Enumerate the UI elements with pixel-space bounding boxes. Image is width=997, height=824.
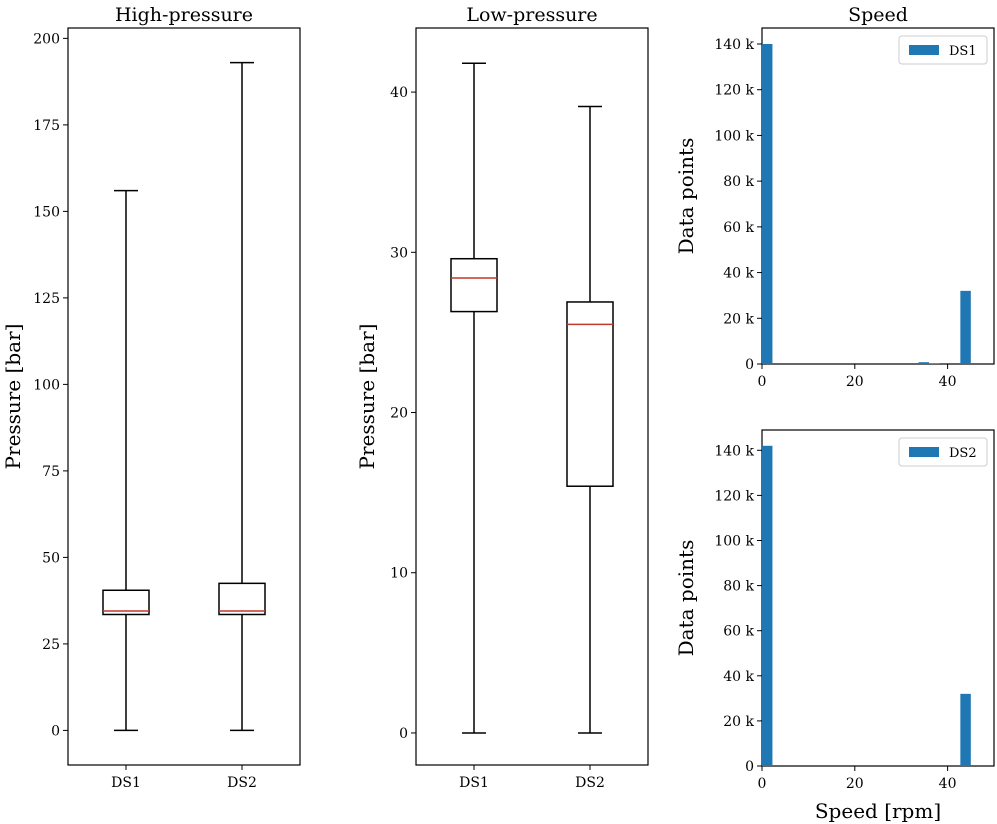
axes-frame bbox=[762, 28, 994, 364]
y-axis-label: Data points bbox=[674, 540, 698, 657]
subplot-4: 0 20 k 40 k 60 k 80 k 100 k 120 k 140 k Data poi… bbox=[674, 430, 994, 823]
y-tick-label: 80 k bbox=[723, 579, 754, 595]
y-tick-label: 100 bbox=[33, 377, 60, 393]
y-tick-label: 20 bbox=[390, 406, 408, 422]
chart-title: High-pressure bbox=[115, 4, 253, 26]
legend-label: DS2 bbox=[949, 446, 977, 461]
histogram-bar bbox=[929, 363, 939, 364]
subplot-2: Low-pressure 0 10 20 30 40 Pressure [bar] DS1 DS… bbox=[355, 4, 648, 791]
y-tick-label: 40 bbox=[390, 85, 408, 101]
y-tick-label: 100 k bbox=[714, 533, 754, 549]
subplot-1: High-pressure 0 25 50 75 100 125 150 175 200 Press… bbox=[1, 4, 300, 791]
x-tick-label: 40 bbox=[939, 374, 957, 390]
y-tick-label: 10 bbox=[390, 566, 408, 582]
axes-frame bbox=[68, 28, 300, 765]
y-tick-label: 20 k bbox=[723, 311, 754, 327]
box-iqr bbox=[451, 259, 497, 312]
y-tick-label: 25 bbox=[42, 637, 60, 653]
chart-title: Speed bbox=[848, 4, 908, 26]
y-axis-label: Pressure [bar] bbox=[355, 324, 379, 470]
x-tick-label: 0 bbox=[758, 776, 767, 792]
x-tick-label: 0 bbox=[758, 374, 767, 390]
box-DS1 bbox=[103, 191, 149, 731]
box-DS2 bbox=[567, 107, 613, 733]
y-tick-label: 120 k bbox=[714, 488, 754, 504]
histogram-bar bbox=[762, 44, 772, 364]
y-tick-label: 0 bbox=[51, 723, 60, 739]
x-tick-label: 20 bbox=[846, 374, 864, 390]
y-tick-label: 20 k bbox=[723, 714, 754, 730]
histogram-bar bbox=[919, 362, 929, 364]
y-tick-label: 80 k bbox=[723, 174, 754, 190]
y-tick-label: 200 bbox=[33, 31, 60, 47]
y-tick-label: 120 k bbox=[714, 83, 754, 99]
x-tick-label: DS1 bbox=[459, 775, 489, 791]
x-axis-label: Speed [rpm] bbox=[815, 799, 941, 823]
y-tick-label: 140 k bbox=[714, 37, 754, 53]
y-tick-label: 0 bbox=[399, 726, 408, 742]
axes-frame bbox=[762, 430, 994, 766]
legend: DS2 bbox=[899, 438, 987, 466]
x-tick-label: DS1 bbox=[111, 775, 141, 791]
y-tick-label: 60 k bbox=[723, 624, 754, 640]
y-tick-label: 125 bbox=[33, 291, 60, 307]
chart-title: Low-pressure bbox=[466, 4, 597, 26]
y-tick-label: 0 bbox=[745, 357, 754, 373]
y-tick-label: 40 k bbox=[723, 669, 754, 685]
box-DS1 bbox=[451, 63, 497, 733]
y-tick-label: 0 bbox=[745, 759, 754, 775]
legend: DS1 bbox=[899, 36, 987, 64]
figure: High-pressure0255075100125150175200Press… bbox=[0, 0, 997, 824]
y-axis-label: Data points bbox=[674, 138, 698, 255]
histogram-bar bbox=[762, 446, 772, 766]
box-iqr bbox=[567, 302, 613, 486]
y-tick-label: 175 bbox=[33, 118, 60, 134]
legend-swatch bbox=[909, 447, 939, 457]
x-tick-label: DS2 bbox=[227, 775, 257, 791]
y-tick-label: 140 k bbox=[714, 443, 754, 459]
y-tick-label: 50 bbox=[42, 550, 60, 566]
y-tick-label: 75 bbox=[42, 464, 60, 480]
box-DS2 bbox=[219, 63, 265, 731]
y-tick-label: 30 bbox=[390, 245, 408, 261]
y-tick-label: 60 k bbox=[723, 220, 754, 236]
x-tick-label: DS2 bbox=[575, 775, 605, 791]
histogram-bar bbox=[960, 291, 970, 364]
box-iqr bbox=[219, 583, 265, 614]
legend-swatch bbox=[909, 45, 939, 55]
y-axis-label: Pressure [bar] bbox=[1, 324, 25, 470]
histogram-bar bbox=[960, 694, 970, 766]
y-tick-label: 150 bbox=[33, 204, 60, 220]
y-tick-label: 40 k bbox=[723, 266, 754, 282]
y-tick-label: 100 k bbox=[714, 128, 754, 144]
x-tick-label: 40 bbox=[939, 776, 957, 792]
x-tick-label: 20 bbox=[846, 776, 864, 792]
subplot-3: Speed 0 20 k 40 k 60 k 80 k 100 k 120 k 140 k Dat… bbox=[674, 4, 994, 390]
legend-label: DS1 bbox=[949, 44, 977, 59]
